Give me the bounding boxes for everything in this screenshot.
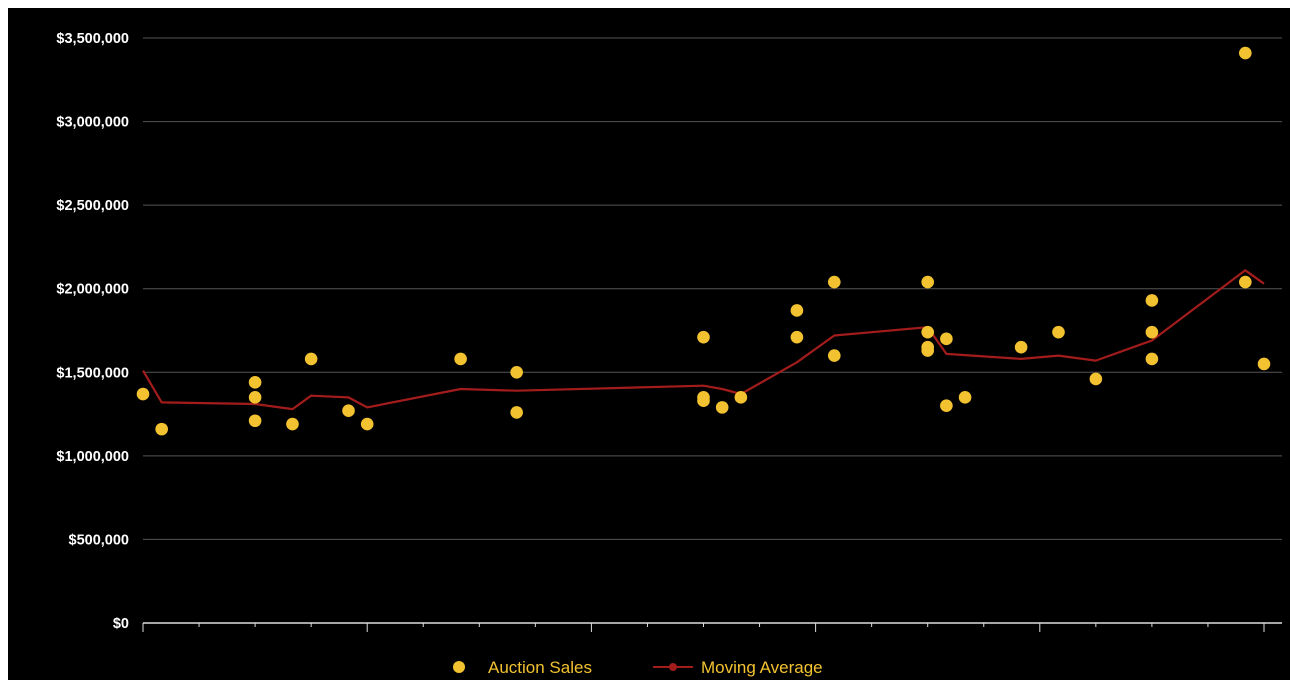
data-point <box>1145 325 1159 339</box>
legend: Auction Sales Moving Average <box>453 658 823 677</box>
legend-marker-moving-average <box>669 663 677 671</box>
data-point <box>697 330 710 344</box>
data-point <box>136 387 150 401</box>
data-point <box>734 391 748 404</box>
data-point <box>1052 325 1065 339</box>
x-axis <box>142 622 1282 632</box>
data-point <box>958 391 972 404</box>
data-point <box>921 344 934 357</box>
moving-average-line <box>142 269 1265 411</box>
data-point <box>248 391 262 404</box>
data-point <box>360 417 374 431</box>
y-tick-label: $0 <box>113 616 129 632</box>
legend-label-moving-average: Moving Average <box>701 658 823 677</box>
y-tick-label: $3,000,000 <box>56 115 129 131</box>
data-point <box>1239 275 1252 289</box>
data-point <box>827 349 841 362</box>
chart-background <box>8 8 1290 680</box>
data-point <box>286 417 299 431</box>
data-point <box>1145 352 1159 366</box>
auction-sales-series <box>136 46 1271 436</box>
y-tick-label: $500,000 <box>69 532 129 548</box>
y-tick-label: $2,000,000 <box>56 282 129 298</box>
data-point <box>1089 372 1103 386</box>
data-point <box>1014 340 1028 354</box>
y-tick-label: $2,500,000 <box>56 198 129 214</box>
data-point <box>454 352 467 366</box>
data-point <box>510 406 523 419</box>
data-point <box>921 325 934 339</box>
data-point <box>510 365 523 379</box>
data-point <box>827 275 841 289</box>
data-point <box>155 422 168 436</box>
data-point <box>715 401 729 414</box>
y-tick-label: $1,000,000 <box>56 449 129 465</box>
moving-average-series <box>142 269 1265 411</box>
y-tick-label: $1,500,000 <box>56 365 129 381</box>
data-point <box>697 394 710 408</box>
data-point <box>342 404 355 418</box>
data-point <box>304 352 318 366</box>
data-point <box>1257 357 1271 371</box>
data-point <box>921 275 934 289</box>
y-tick-label: $3,500,000 <box>56 31 129 47</box>
data-point <box>1145 294 1159 307</box>
y-axis-tick-labels: $0 $500,000 $1,000,000 $1,500,000 $2,000,000… <box>56 31 129 632</box>
legend-label-auction-sales: Auction Sales <box>488 658 592 677</box>
data-point <box>940 332 953 346</box>
gridlines <box>143 37 1282 540</box>
data-point <box>1239 46 1252 60</box>
data-point <box>790 330 804 344</box>
legend-marker-auction-sales <box>453 661 465 673</box>
data-point <box>790 304 804 317</box>
data-point <box>940 399 953 413</box>
data-point <box>248 414 262 428</box>
data-point <box>248 376 262 389</box>
